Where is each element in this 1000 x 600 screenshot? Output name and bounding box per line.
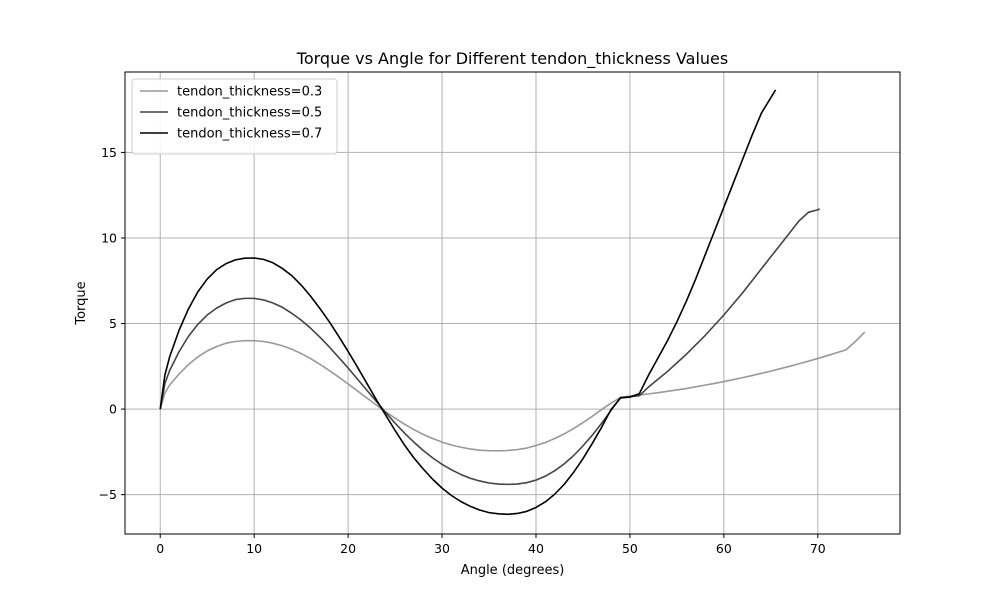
y-tick-label: 0 — [109, 402, 117, 417]
grid-lines — [125, 72, 900, 534]
y-tick-label: 15 — [101, 145, 117, 160]
series-line-3 — [159, 89, 777, 516]
x-tick-label: 70 — [810, 541, 826, 556]
y-tick-label: 5 — [109, 316, 117, 331]
y-axis-label: Torque — [74, 281, 89, 325]
x-tick-label: 60 — [716, 541, 732, 556]
series-lines — [159, 89, 866, 516]
x-tick-label: 40 — [528, 541, 544, 556]
legend: tendon_thickness=0.3 tendon_thickness=0.5… — [131, 78, 338, 155]
legend-box — [131, 78, 338, 155]
y-tick-label: 10 — [101, 230, 117, 245]
legend-label-1: tendon_thickness=0.3 — [177, 85, 322, 100]
series-line-2 — [159, 208, 821, 486]
x-tick-label: 50 — [622, 541, 638, 556]
chart-title: Torque vs Angle for Different tendon_thi… — [296, 49, 728, 69]
x-tick-label: 30 — [434, 541, 450, 556]
x-tick-label: 0 — [156, 541, 164, 556]
legend-label-2: tendon_thickness=0.5 — [177, 106, 322, 121]
x-tick-label: 20 — [340, 541, 356, 556]
x-axis-label: Angle (degrees) — [461, 563, 565, 578]
legend-label-3: tendon_thickness=0.7 — [177, 127, 322, 142]
y-tick-label: −5 — [99, 487, 117, 502]
x-tick-label: 10 — [246, 541, 262, 556]
series-line-1 — [159, 331, 866, 452]
plot-frame — [124, 71, 901, 535]
axis-ticks: 0 10 20 30 40 50 60 70 −5 0 5 10 15 — [99, 145, 826, 556]
